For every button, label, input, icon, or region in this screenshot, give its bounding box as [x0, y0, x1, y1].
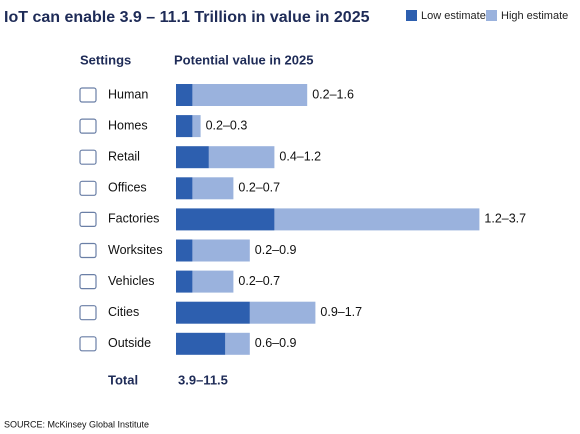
row-icon — [79, 149, 97, 165]
row-icon — [79, 336, 97, 352]
low-bar — [176, 239, 193, 262]
category-label: Retail — [108, 149, 140, 163]
category-label: Factories — [108, 212, 159, 226]
value-header: Potential value in 2025 — [174, 52, 313, 67]
legend-swatch — [486, 10, 497, 21]
low-bar — [176, 270, 193, 293]
row-icon — [79, 87, 97, 103]
row-icon — [79, 274, 97, 290]
category-label: Offices — [108, 181, 147, 195]
low-bar — [176, 301, 250, 324]
legend-label: Low estimate — [421, 10, 486, 22]
category-label: Worksites — [108, 243, 163, 257]
value-label: 0.2–1.6 — [312, 87, 354, 101]
low-bar — [176, 84, 193, 106]
chart-title: IoT can enable 3.9 – 11.1 Trillion in va… — [4, 9, 370, 26]
low-bar — [176, 332, 226, 355]
category-label: Outside — [108, 336, 151, 350]
high-bar — [249, 301, 316, 324]
low-bar — [176, 115, 193, 138]
high-bar — [274, 208, 480, 231]
value-label: 1.2–3.7 — [484, 212, 526, 226]
low-bar — [176, 177, 193, 200]
category-label: Human — [108, 87, 148, 101]
high-bar — [192, 84, 308, 106]
total-label: Total — [108, 372, 138, 387]
high-bar — [192, 115, 201, 138]
value-label: 0.9–1.7 — [320, 305, 362, 319]
high-bar — [208, 146, 275, 169]
high-bar — [192, 239, 250, 262]
category-header: Settings — [80, 52, 131, 67]
row-icon — [79, 305, 97, 321]
legend-label: High estimate — [501, 10, 568, 22]
value-label: 0.6–0.9 — [255, 336, 297, 350]
low-bar — [176, 146, 209, 169]
category-label: Vehicles — [108, 274, 155, 288]
row-icon — [79, 211, 97, 227]
legend-swatch — [406, 10, 417, 21]
row-icon — [79, 180, 97, 196]
row-icon — [79, 242, 97, 259]
value-label: 0.2–0.7 — [238, 274, 280, 288]
high-bar — [192, 270, 234, 293]
high-bar — [192, 177, 234, 200]
category-label: Homes — [108, 118, 148, 132]
value-label: 0.4–1.2 — [279, 149, 321, 163]
total-value: 3.9–11.5 — [178, 372, 228, 387]
value-label: 0.2–0.7 — [238, 181, 280, 195]
high-bar — [225, 332, 250, 355]
source: SOURCE: McKinsey Global Institute — [4, 419, 149, 429]
row-icon — [79, 118, 97, 134]
category-label: Cities — [108, 305, 139, 319]
value-label: 0.2–0.9 — [255, 243, 297, 257]
low-bar — [176, 208, 275, 231]
value-label: 0.2–0.3 — [206, 118, 248, 132]
